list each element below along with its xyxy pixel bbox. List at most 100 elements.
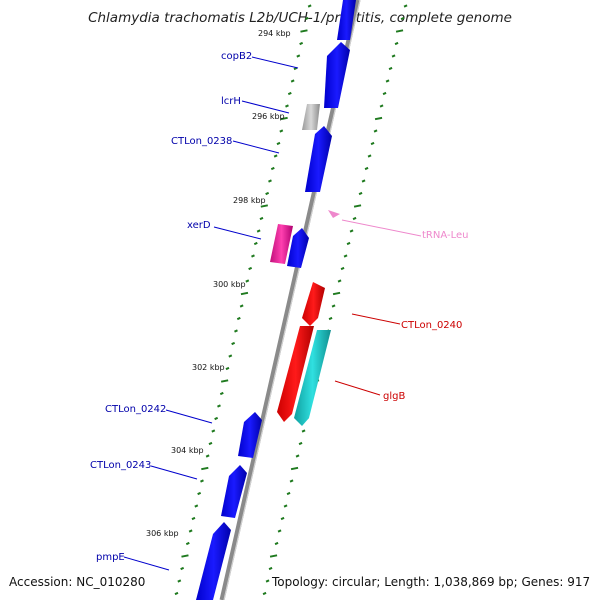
gene-label-pmpE[interactable]: pmpE: [96, 552, 125, 563]
gene-label-CTLon_0242[interactable]: CTLon_0242: [105, 404, 166, 415]
right-scale-tick: [346, 241, 351, 246]
right-scale-tick: [385, 79, 390, 83]
left-scale-tick: [239, 304, 244, 308]
right-scale-tick: [265, 579, 270, 583]
left-scale-tick: [236, 316, 241, 321]
right-scale-tick: [337, 279, 342, 283]
right-scale-tick: [374, 116, 383, 121]
gene-arrow-CTLon_0240[interactable]: [302, 282, 325, 326]
gene-label-tRNA-Leu[interactable]: tRNA-Leu: [422, 230, 468, 241]
left-scale-tick: [245, 279, 250, 283]
gene-label-copB2[interactable]: copB2: [221, 51, 252, 62]
right-scale-tick: [358, 191, 363, 196]
right-scale-tick: [262, 591, 267, 596]
gene-arrow-glgB[interactable]: [277, 326, 314, 422]
left-scale-tick: [205, 454, 210, 458]
right-scale-tick: [290, 466, 299, 471]
left-scale-tick: [256, 229, 261, 233]
left-scale-tick: [276, 141, 281, 146]
left-scale-tick: [225, 366, 230, 371]
right-scale-tick: [268, 566, 273, 571]
left-scale-tick: [191, 516, 196, 521]
left-scale-tick: [211, 429, 216, 433]
left-scale-tick: [185, 541, 190, 546]
left-scale-tick: [220, 379, 229, 383]
right-scale-tick: [328, 316, 333, 321]
right-scale-tick: [277, 529, 282, 533]
left-scale-tick: [307, 4, 312, 8]
left-scale-tick: [240, 291, 249, 296]
left-scale-tick: [253, 241, 258, 246]
gene-label-CTLon_0240[interactable]: CTLon_0240: [401, 320, 462, 331]
gene-arrow-lcrH[interactable]: [302, 104, 320, 130]
trna-Leu-marker[interactable]: [328, 210, 340, 218]
left-scale-tick: [287, 91, 292, 96]
left-scale-tick: [268, 179, 272, 183]
left-scale-tick: [234, 329, 238, 333]
genome-summary-text: Topology: circular; Length: 1,038,869 bp…: [272, 575, 591, 589]
scale-label-296: 296 kbp: [252, 112, 285, 121]
left-scale-tick: [217, 404, 221, 408]
left-scale-tick: [188, 529, 193, 533]
right-scale-tick: [331, 304, 336, 308]
right-scale-tick: [361, 179, 366, 183]
right-scale-tick: [379, 104, 384, 108]
left-scale-tick: [214, 416, 219, 421]
left-scale-tick: [300, 29, 308, 33]
right-scale-tick: [391, 54, 396, 58]
gene-label-lcrH[interactable]: lcrH: [221, 96, 241, 107]
genome-title: Chlamydia trachomatis L2b/UCH-1/proctiti…: [88, 10, 512, 26]
left-scale-tick: [279, 129, 284, 133]
left-scale-tick: [228, 354, 233, 358]
gene-arrow-CTLon_0238[interactable]: [305, 126, 332, 192]
left-scale-tick: [280, 116, 288, 121]
gene-arrow-CTLon_0242[interactable]: [238, 412, 262, 458]
scale-label-304: 304 kbp: [171, 446, 204, 455]
left-scale-tick: [194, 504, 199, 508]
left-scale-tick: [296, 54, 301, 58]
left-scale-tick: [174, 591, 179, 596]
left-scale-tick: [270, 166, 275, 171]
right-scale-tick: [364, 166, 369, 171]
right-scale-tick: [353, 204, 362, 208]
gene-arrow-top[interactable]: [337, 0, 356, 40]
gene-arrow-CTLon_0243[interactable]: [221, 465, 247, 518]
gene-arrow-xerD-partner[interactable]: [287, 228, 309, 268]
scale-label-298: 298 kbp: [233, 196, 266, 205]
gene-arrow-pmpE[interactable]: [196, 522, 231, 600]
label-leader-lines: [123, 56, 422, 571]
right-scale-tick: [295, 454, 300, 458]
gene-label-CTLon_0238[interactable]: CTLon_0238: [171, 136, 232, 147]
left-scale-tick: [285, 104, 289, 108]
right-scale-tick: [269, 554, 278, 558]
left-scale-tick: [219, 391, 224, 396]
gene-label-glgB[interactable]: glgB: [383, 391, 405, 402]
right-scale-tick: [298, 441, 303, 446]
gene-label-xerD[interactable]: xerD: [187, 220, 211, 231]
left-scale-tick: [208, 441, 213, 446]
right-scale-tick: [274, 541, 279, 546]
right-scale-tick: [349, 229, 354, 233]
left-scale-tick: [200, 479, 204, 483]
gene-arrow-copB2[interactable]: [324, 42, 350, 108]
left-scale-tick: [299, 41, 304, 46]
right-scale-tick: [388, 66, 393, 71]
right-scale-tick: [373, 129, 378, 133]
right-scale-tick: [352, 216, 357, 221]
right-scale-tick: [289, 479, 294, 483]
left-scale-tick: [260, 204, 269, 208]
right-scale-tick: [370, 141, 375, 146]
left-scale-tick: [290, 79, 295, 83]
right-scale-tick: [382, 91, 387, 96]
scale-label-300: 300 kbp: [213, 280, 246, 289]
left-scale-tick: [259, 216, 264, 221]
gene-label-CTLon_0243[interactable]: CTLon_0243: [90, 460, 151, 471]
left-scale-tick: [231, 341, 236, 346]
gene-arrow-glgB-partner[interactable]: [294, 330, 331, 426]
right-scale-tick: [332, 291, 341, 296]
right-scale-tick: [286, 491, 291, 496]
gene-arrow-xerD[interactable]: [270, 224, 293, 264]
left-scale-tick: [273, 154, 278, 158]
